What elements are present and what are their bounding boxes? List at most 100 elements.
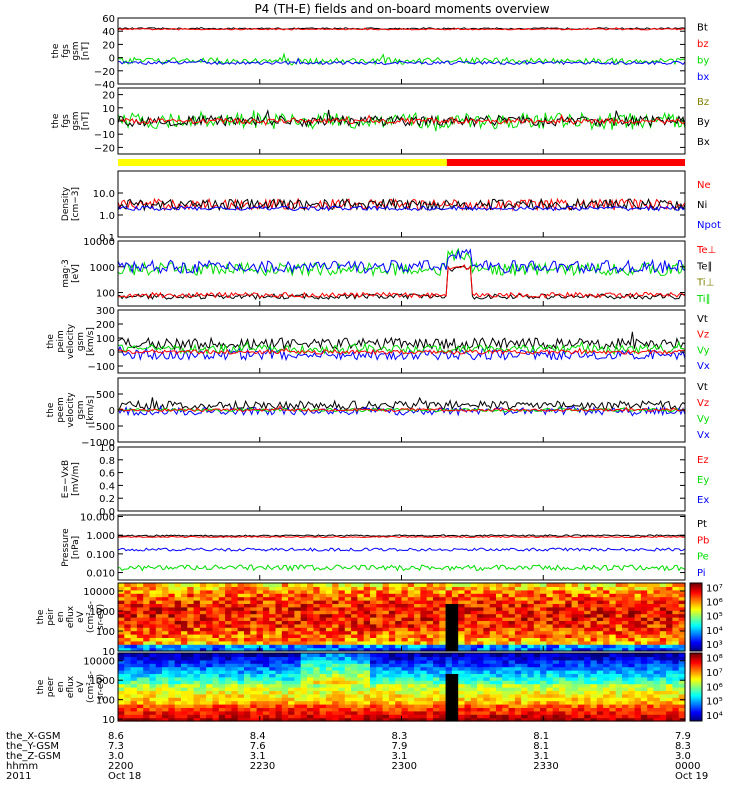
spectrogram-cell xyxy=(143,673,151,678)
spectrogram-cell xyxy=(275,586,283,591)
spectrogram-cell xyxy=(489,690,497,695)
spectrogram-cell xyxy=(483,710,491,715)
spectrogram-cell xyxy=(571,670,579,674)
spectrogram-cell xyxy=(313,683,321,688)
spectrogram-cell xyxy=(451,606,459,611)
spectrogram-cell xyxy=(433,680,440,685)
spectrogram-cell xyxy=(388,644,396,649)
y-axis-label: (cm²-s- xyxy=(86,671,96,703)
spectrogram-cell xyxy=(395,640,403,645)
spectrogram-cell xyxy=(307,617,314,621)
colorbar-cell xyxy=(690,658,702,661)
spectrogram-cell xyxy=(250,600,258,604)
spectrogram-cell xyxy=(162,676,169,681)
spectrogram-cell xyxy=(332,673,340,678)
spectrogram-cell xyxy=(571,710,579,715)
spectrogram-cell xyxy=(338,637,346,642)
y-axis-label: eV xyxy=(76,680,86,693)
spectrogram-cell xyxy=(275,653,283,657)
spectrogram-cell xyxy=(250,620,258,625)
spectrogram-cell xyxy=(672,610,680,615)
spectrogram-cell xyxy=(363,697,371,702)
spectrogram-cell xyxy=(307,603,314,608)
spectrogram-cell xyxy=(533,656,541,661)
spectrogram-cell xyxy=(420,640,428,645)
spectrogram-cell xyxy=(162,610,169,615)
spectrogram-cell xyxy=(231,676,239,681)
spectrogram-cell xyxy=(609,623,617,628)
spectrogram-cell xyxy=(407,583,415,587)
spectrogram-cell xyxy=(231,680,239,685)
spectrogram-cell xyxy=(313,710,321,715)
spectrogram-cell xyxy=(225,676,232,681)
legend-Vz: Vz xyxy=(697,330,709,341)
spectrogram-cell xyxy=(584,707,592,712)
y-axis-label: gsm xyxy=(71,111,81,130)
spectrogram-cell xyxy=(640,637,648,642)
spectrogram-cell xyxy=(603,589,610,594)
spectrogram-cell xyxy=(199,683,207,688)
spectrogram-cell xyxy=(225,680,232,685)
spectrogram-cell xyxy=(231,707,239,712)
spectrogram-cell xyxy=(199,710,207,715)
spectrogram-cell xyxy=(136,606,144,611)
series-Bz xyxy=(117,110,686,132)
spectrogram-cell xyxy=(540,697,547,702)
spectrogram-cell xyxy=(319,589,327,594)
spectrogram-cell xyxy=(181,610,188,615)
spectrogram-cell xyxy=(521,653,529,657)
spectrogram-cell xyxy=(130,596,138,601)
spectrogram-cell xyxy=(218,603,226,608)
spectrogram-cell xyxy=(596,673,604,678)
spectrogram-cell xyxy=(477,623,484,628)
spectrogram-cell xyxy=(533,683,541,688)
spectrogram-cell xyxy=(609,593,617,598)
spectrogram-cell xyxy=(250,670,258,674)
spectrogram-cell xyxy=(162,637,169,642)
spectrogram-cell xyxy=(237,610,245,615)
spectrogram-cell xyxy=(420,697,428,702)
spectrogram-cell xyxy=(319,600,327,604)
spectrogram-cell xyxy=(540,659,547,664)
spectrogram-cell xyxy=(313,687,321,691)
spectrogram-cell xyxy=(439,644,447,649)
spectrogram-cell xyxy=(527,583,535,587)
spectrogram-cell xyxy=(439,697,447,702)
spectrogram-cell xyxy=(332,693,340,698)
spectrogram-cell xyxy=(433,673,440,678)
spectrogram-cell xyxy=(168,606,176,611)
spectrogram-cell xyxy=(155,600,163,604)
spectrogram-cell xyxy=(382,666,390,671)
spectrogram-cell xyxy=(577,653,585,657)
spectrogram-cell xyxy=(206,693,214,698)
spectrogram-cell xyxy=(439,603,447,608)
spectrogram-cell xyxy=(237,690,245,695)
spectrogram-cell xyxy=(300,623,308,628)
spectrogram-cell xyxy=(615,593,623,598)
spectrogram-cell xyxy=(458,666,466,671)
spectrogram-cell xyxy=(174,714,182,719)
spectrogram-cell xyxy=(514,617,522,621)
spectrogram-cell xyxy=(149,700,157,705)
spectrogram-cell xyxy=(155,613,163,618)
spectrogram-cell xyxy=(622,644,629,649)
spectrogram-cell xyxy=(496,717,503,722)
spectrogram-cell xyxy=(439,586,447,591)
spectrogram-cell xyxy=(439,623,447,628)
spectrogram-cell xyxy=(244,659,251,664)
spectrogram-cell xyxy=(124,676,132,681)
spectrogram-cell xyxy=(414,613,421,618)
spectrogram-cell xyxy=(451,623,459,628)
spectrogram-cell xyxy=(653,634,661,638)
spectrogram-cell xyxy=(237,700,245,705)
spectrogram-cell xyxy=(596,670,604,674)
spectrogram-cell xyxy=(470,693,478,698)
spectrogram-cell xyxy=(546,683,554,688)
spectrogram-cell xyxy=(527,704,535,708)
spectrogram-cell xyxy=(445,634,453,638)
spectrogram-cell xyxy=(281,586,289,591)
spectrogram-cell xyxy=(401,656,409,661)
spectrogram-cell xyxy=(414,653,421,657)
spectrogram-cell xyxy=(319,687,327,691)
spectrogram-cell xyxy=(672,704,680,708)
